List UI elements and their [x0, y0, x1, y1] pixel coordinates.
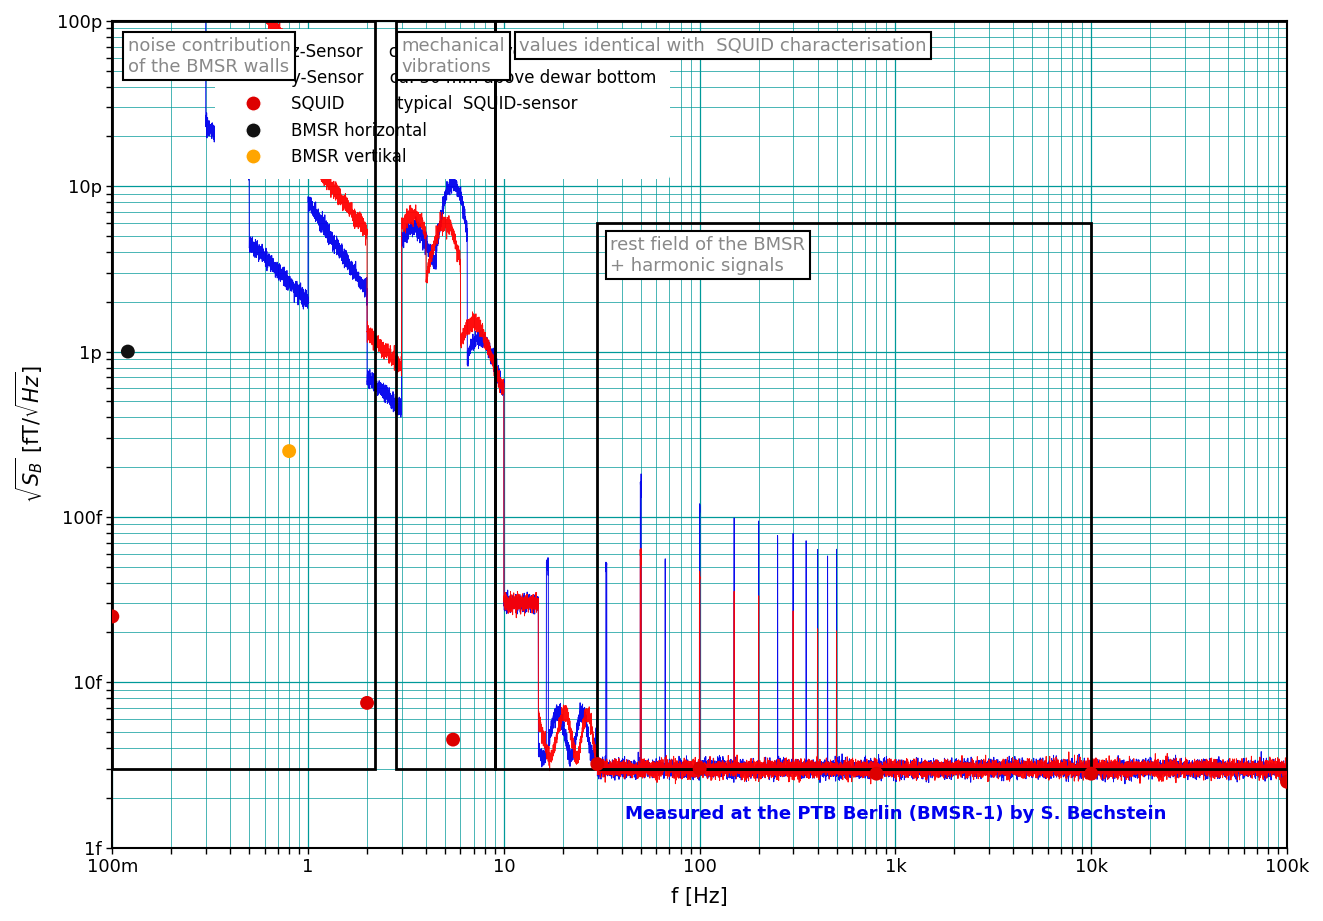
Point — [1081, 766, 1102, 781]
Text: Measured at the PTB Berlin (BMSR-1) by S. Bechstein: Measured at the PTB Berlin (BMSR-1) by S… — [624, 806, 1166, 823]
Point — [102, 609, 123, 624]
Point — [442, 732, 463, 747]
Y-axis label: $\sqrt{S_B}$ [fT/$\sqrt{Hz}$]: $\sqrt{S_B}$ [fT/$\sqrt{Hz}$] — [13, 366, 45, 503]
Text: mechanical
vibrations: mechanical vibrations — [401, 37, 505, 76]
Point — [118, 344, 139, 359]
Point — [356, 695, 377, 710]
Text: noise contribution
of the BMSR walls: noise contribution of the BMSR walls — [128, 37, 291, 76]
Text: rest field of the BMSR
+ harmonic signals: rest field of the BMSR + harmonic signal… — [610, 236, 806, 274]
Bar — [112, 21, 376, 769]
Point — [279, 444, 300, 459]
Bar — [597, 223, 1091, 769]
Legend: z-Sensor     ca. 5 mm above dewar bottom, y-Sensor     ca. 30 mm above dewar bot: z-Sensor ca. 5 mm above dewar bottom, y-… — [214, 29, 669, 180]
Point — [865, 766, 886, 781]
Text: values identical with  SQUID characterisation: values identical with SQUID characterisa… — [520, 37, 927, 55]
X-axis label: f [Hz]: f [Hz] — [671, 887, 728, 907]
Point — [1277, 775, 1298, 789]
Bar — [396, 21, 495, 769]
Point — [689, 762, 710, 776]
Point — [586, 757, 607, 772]
